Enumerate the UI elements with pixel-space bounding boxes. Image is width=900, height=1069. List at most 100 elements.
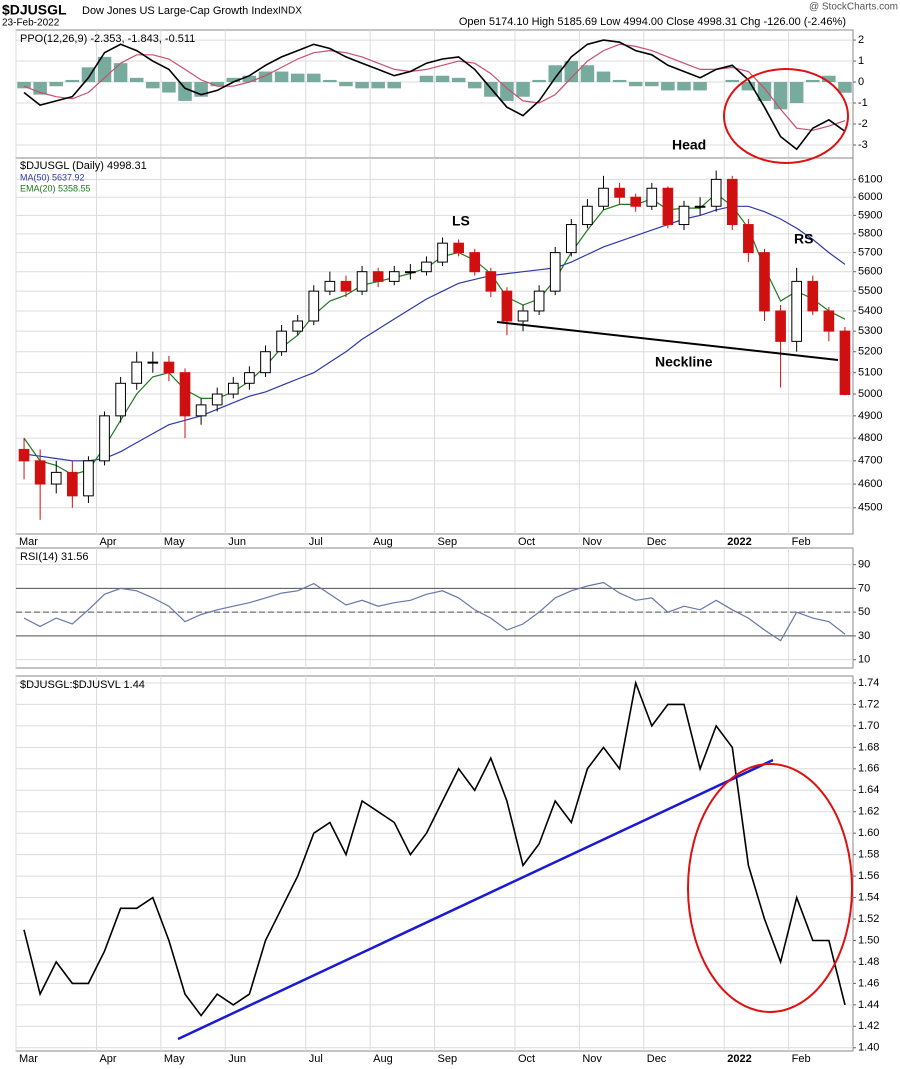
y-tick-label: 4600 [858, 478, 882, 490]
candle-body [501, 290, 513, 322]
histogram-bar [307, 73, 321, 83]
candle-body [533, 290, 545, 312]
candle-body [485, 271, 497, 292]
annotation: LS [452, 213, 470, 229]
x-tick-label: Apr [99, 1053, 116, 1065]
histogram-bar [612, 79, 627, 83]
y-tick-label: 5500 [858, 285, 882, 297]
candle-body [227, 382, 239, 395]
candle-body [598, 187, 609, 207]
histogram-bar [645, 82, 659, 87]
x-tick-label: Apr [99, 536, 116, 548]
y-tick-label: 5300 [858, 325, 882, 337]
panel-label: $DJUSGL:$DJUSVL 1.44 [20, 679, 145, 691]
histogram-bar [49, 82, 64, 87]
histogram-bar [129, 77, 144, 83]
histogram-bar [564, 61, 579, 83]
histogram-bar [773, 82, 788, 110]
histogram-bar [532, 79, 546, 83]
histogram-bar [226, 77, 241, 83]
candle-body [469, 252, 481, 273]
histogram-bar [290, 73, 305, 83]
x-tick-label: Dec [647, 1053, 667, 1065]
candle-body [67, 471, 78, 497]
candle-body [340, 280, 352, 292]
y-tick-label: -3 [858, 139, 868, 151]
x-tick-label: Mar [19, 536, 38, 548]
legend-entry: EMA(20) 5358.55 [20, 183, 91, 193]
y-tick-label: 1.72 [858, 698, 879, 710]
annotation: RS [794, 231, 813, 247]
y-tick-label: 4900 [858, 410, 882, 422]
histogram-bar [387, 82, 402, 89]
legend-entry: MA(50) 5637.92 [20, 172, 85, 182]
x-tick-label: 2022 [727, 1053, 751, 1065]
candle-body [565, 224, 577, 254]
histogram-bar [822, 75, 836, 83]
y-tick-label: 1.70 [858, 720, 879, 732]
histogram-bar [500, 82, 514, 101]
candle-body [646, 187, 658, 207]
candle-body [308, 290, 320, 322]
y-tick-label: 70 [858, 582, 870, 594]
y-tick-label: 90 [858, 559, 870, 571]
y-tick-label: 5900 [858, 209, 882, 221]
candle-body [179, 372, 191, 417]
candle-body [276, 330, 287, 353]
candle-body [99, 415, 110, 462]
y-tick-label: 6000 [858, 191, 882, 203]
candle-body [18, 448, 30, 462]
candle-body [131, 361, 143, 384]
candle-body [324, 280, 336, 292]
y-tick-label: 5700 [858, 246, 882, 258]
histogram-bar [113, 63, 128, 83]
candle-body [517, 310, 529, 322]
series-line [23, 581, 846, 642]
highlight-circle [687, 763, 853, 1013]
y-tick-label: 1.60 [858, 827, 879, 839]
y-tick-label: 1.64 [858, 784, 879, 796]
histogram-bar [789, 82, 804, 104]
histogram-bar [97, 56, 112, 83]
histogram-bar [661, 82, 675, 91]
y-tick-label: 5000 [858, 388, 882, 400]
y-tick-label: 1.68 [858, 741, 879, 753]
x-tick-label: Jul [309, 536, 323, 548]
source: @ StockCharts.com [809, 2, 898, 13]
histogram-bar [838, 82, 852, 93]
y-tick-label: 1.52 [858, 913, 879, 925]
histogram-bar [371, 82, 385, 89]
histogram-bar [323, 79, 337, 83]
trendline [177, 758, 774, 1041]
x-tick-label: Dec [647, 536, 667, 548]
candle-body [50, 471, 62, 485]
candle-body [244, 372, 255, 384]
y-tick-label: 1.40 [858, 1042, 879, 1054]
histogram-bar [548, 65, 562, 83]
x-tick-label: Jun [228, 536, 246, 548]
y-tick-label: 1.46 [858, 977, 879, 989]
date: 23-Feb-2022 [2, 18, 60, 29]
histogram-bar [65, 79, 80, 83]
y-tick-label: 1.66 [858, 763, 879, 775]
x-tick-label: Nov [582, 536, 602, 548]
x-tick-label: Jul [309, 1053, 323, 1065]
histogram-bar [805, 79, 820, 83]
candle-body [147, 361, 159, 364]
candle-body [83, 460, 94, 497]
exchange: INDX [278, 6, 302, 17]
panel-label: PPO(12,26,9) -2.353, -1.843, -0.511 [20, 33, 195, 45]
series-line [23, 39, 846, 151]
y-tick-label: 5100 [858, 367, 882, 379]
y-tick-label: 2 [858, 34, 864, 46]
candle-body [34, 460, 46, 485]
y-tick-label: 1 [858, 55, 864, 67]
histogram-bar [741, 82, 756, 91]
y-tick-label: 1.58 [858, 849, 879, 861]
candle-body [421, 261, 432, 273]
y-tick-label: 0 [858, 76, 864, 88]
candle-body [759, 252, 770, 312]
x-tick-label: Nov [582, 1053, 602, 1065]
histogram-bar [693, 82, 707, 91]
